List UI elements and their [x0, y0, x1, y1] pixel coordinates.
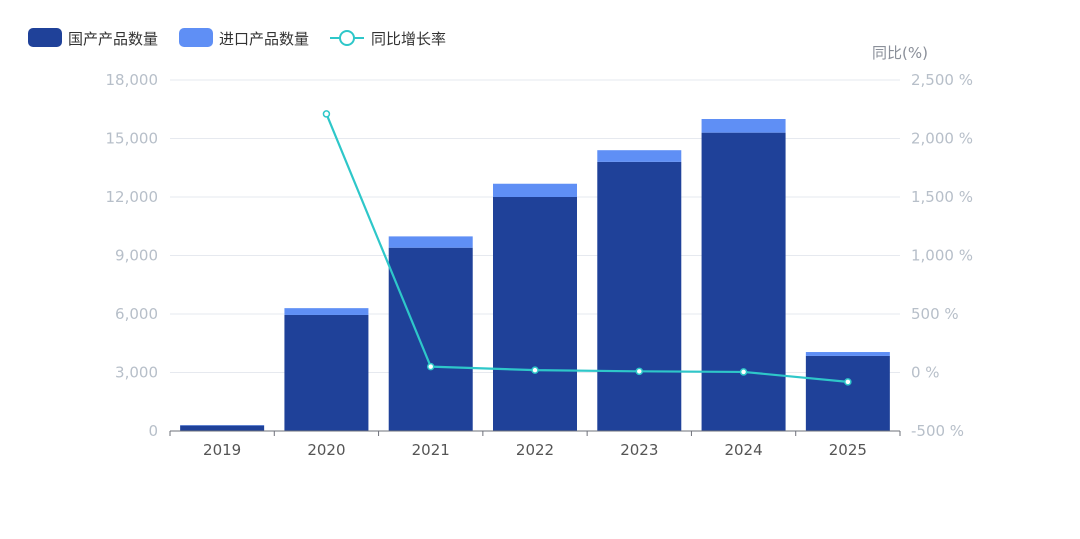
yoy-point	[739, 368, 748, 376]
legend-swatch-import	[179, 28, 213, 47]
bar-domestic	[284, 314, 369, 431]
bar-domestic	[180, 425, 265, 431]
bar-domestic	[805, 355, 890, 431]
left-axis-tick: 6,000	[115, 305, 158, 323]
bar-domestic	[493, 197, 577, 431]
bar-import	[805, 352, 890, 356]
left-axis-tick: 18,000	[106, 71, 159, 89]
bar-import	[701, 119, 786, 133]
left-axis-tick: 3,000	[115, 364, 158, 382]
legend-label-yoy: 同比增长率	[371, 30, 446, 48]
right-axis-tick: 2,500 %	[911, 71, 973, 89]
right-axis-tick: -500 %	[911, 422, 964, 440]
legend[interactable]: 国产产品数量 进口产品数量 同比增长率	[28, 28, 446, 48]
bar-domestic	[388, 247, 473, 431]
legend-marker-yoy	[339, 30, 355, 46]
legend-item-import[interactable]: 进口产品数量	[179, 28, 309, 48]
right-axis-tick: 1,500 %	[911, 188, 973, 206]
right-axis-tick: 0 %	[911, 364, 940, 382]
legend-label-import: 进口产品数量	[219, 30, 309, 48]
axis-layer: 0 -500 % 3,000 0 % 6,000 500 % 9,000 1,000 % 12,…	[106, 71, 973, 459]
line-layer	[322, 110, 852, 386]
x-axis-label: 2020	[307, 441, 345, 459]
bar-layer	[180, 119, 890, 431]
bar-domestic	[597, 161, 682, 431]
yoy-point	[426, 362, 435, 371]
right-axis-tick: 2,000 %	[911, 130, 973, 148]
legend-swatch-domestic	[28, 28, 62, 47]
bar-import	[493, 183, 577, 197]
yoy-point	[322, 110, 331, 118]
bar-import	[284, 308, 369, 315]
yoy-point	[531, 366, 539, 374]
left-axis-tick: 0	[148, 422, 158, 440]
x-axis-label: 2021	[412, 441, 450, 459]
x-axis-label: 2025	[829, 441, 867, 459]
legend-label-domestic: 国产产品数量	[68, 30, 158, 48]
legend-item-yoy[interactable]: 同比增长率	[330, 30, 446, 48]
legend-item-domestic[interactable]: 国产产品数量	[28, 28, 158, 48]
x-axis-label: 2019	[203, 441, 241, 459]
right-axis-tick: 1,000 %	[911, 247, 973, 265]
left-axis-tick: 12,000	[106, 188, 159, 206]
yoy-point	[844, 378, 852, 386]
x-axis-label: 2023	[620, 441, 658, 459]
left-axis-tick: 9,000	[115, 247, 158, 265]
bar-import	[388, 236, 473, 248]
left-axis-tick: 15,000	[106, 130, 159, 148]
bar-import	[597, 150, 682, 162]
yoy-point	[635, 367, 644, 376]
yoy-line	[325, 113, 848, 383]
x-axis-label: 2024	[724, 441, 762, 459]
bar-domestic	[701, 132, 786, 431]
right-axis-name: 同比(%)	[872, 44, 928, 62]
x-axis-label: 2022	[516, 441, 554, 459]
right-axis-tick: 500 %	[911, 305, 959, 323]
